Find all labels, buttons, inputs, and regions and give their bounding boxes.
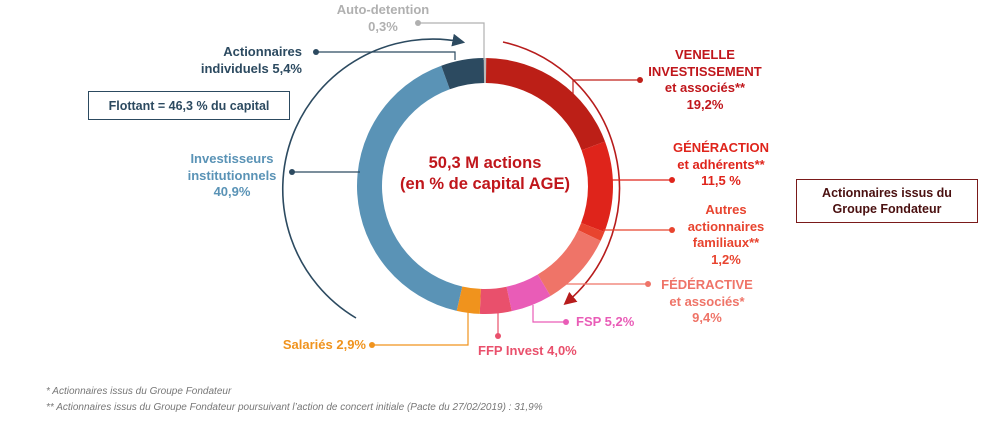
label-value: 9,4% (692, 310, 722, 325)
donut-slice-actionnaires-individuels (441, 58, 485, 90)
leader-auto (418, 22, 485, 60)
label-value: individuels 5,4% (200, 60, 302, 76)
box-line: Groupe Fondateur (832, 202, 942, 216)
label-text: et associés* (669, 293, 745, 309)
donut-slice-g-n-raction-et-adh-rents (581, 141, 614, 232)
label-text: et associés** (664, 80, 746, 95)
label-investisseurs-institutionnels: Investisseurs institutionnels 40,9% (162, 151, 302, 201)
label-value: 19,2% (686, 96, 724, 112)
label-text: Auto-detention (336, 2, 430, 17)
flottant-arc-arrow (282, 33, 466, 319)
donut-center-title: 50,3 M actions (en % de capital AGE) (385, 153, 585, 195)
dot-institutionnels (289, 169, 295, 175)
center-line-1: 50,3 M actions (428, 154, 542, 172)
label-fsp: FSP 5,2% (576, 314, 635, 329)
flottant-box: Flottant = 46,3 % du capital (88, 91, 290, 120)
leader-salaries (372, 310, 469, 346)
label-text: GÉNÉRACTION (672, 140, 770, 155)
groupe-fondateur-box: Actionnaires issus du Groupe Fondateur (796, 179, 978, 223)
donut-slice-f-d-ractive-et-associ-s (537, 230, 601, 296)
label-text: FÉDÉRACTIVE (661, 277, 753, 292)
donut-slice-fsp (506, 274, 551, 312)
box-line: Actionnaires issus du (822, 186, 952, 200)
donut-slice-venelle-investissement-et-associ-s (485, 58, 606, 151)
label-text: actionnaires (687, 218, 765, 234)
label-value: 1,2% (711, 251, 741, 267)
label-generaction: GÉNÉRACTION et adhérents** 11,5 % (660, 140, 782, 190)
label-text: Actionnaires (223, 44, 302, 59)
label-venelle: VENELLE INVESTISSEMENT et associés** 19,… (640, 47, 770, 113)
label-text: institutionnels (187, 167, 277, 183)
leader-venelle (572, 79, 640, 95)
label-value: 0,3% (368, 18, 398, 34)
label-text: familiaux** (692, 235, 760, 250)
leader-individuels (316, 51, 456, 60)
label-value: 11,5 % (701, 173, 741, 188)
label-value: 40,9% (213, 184, 251, 199)
center-line-2: (en % de capital AGE) (400, 175, 570, 193)
dot-venelle (637, 77, 643, 83)
dot-fsp (563, 319, 569, 325)
label-actionnaires-individuels: Actionnaires individuels 5,4% (170, 44, 302, 77)
dot-auto (415, 20, 421, 26)
label-text: VENELLE (675, 47, 735, 62)
donut-slice-autres-actionnaires-familiaux (578, 223, 605, 241)
label-text: INVESTISSEMENT (648, 63, 762, 79)
label-ffp-invest: FFP Invest 4,0% (478, 343, 577, 358)
dot-generaction (669, 177, 675, 183)
fondateur-arc-arrow (502, 41, 621, 306)
donut-slice-investisseurs-institutionnels (357, 65, 463, 311)
dot-autres (669, 227, 675, 233)
donut-slice-salari-s (456, 286, 481, 314)
dot-individuels (313, 49, 319, 55)
label-text: et adhérents** (677, 156, 765, 172)
footnote-1: * Actionnaires issus du Groupe Fondateur (46, 386, 232, 397)
label-salaries: Salariés 2,9% (282, 337, 366, 352)
dot-ffp (495, 333, 501, 339)
leader-fsp (532, 305, 566, 323)
label-federactive: FÉDÉRACTIVE et associés* 9,4% (652, 277, 762, 327)
dot-federactive (645, 281, 651, 287)
donut-slice-ffp-invest (479, 286, 512, 314)
footnote-2: ** Actionnaires issus du Groupe Fondateu… (46, 402, 543, 413)
label-text: Autres (705, 202, 747, 217)
label-autres-familiaux: Autres actionnaires familiaux** 1,2% (676, 202, 776, 268)
label-text: Investisseurs (190, 151, 274, 166)
dot-salaries (369, 342, 375, 348)
donut-slice-auto-detention (483, 57, 487, 84)
label-auto-detention: Auto-detention 0,3% (323, 2, 443, 35)
